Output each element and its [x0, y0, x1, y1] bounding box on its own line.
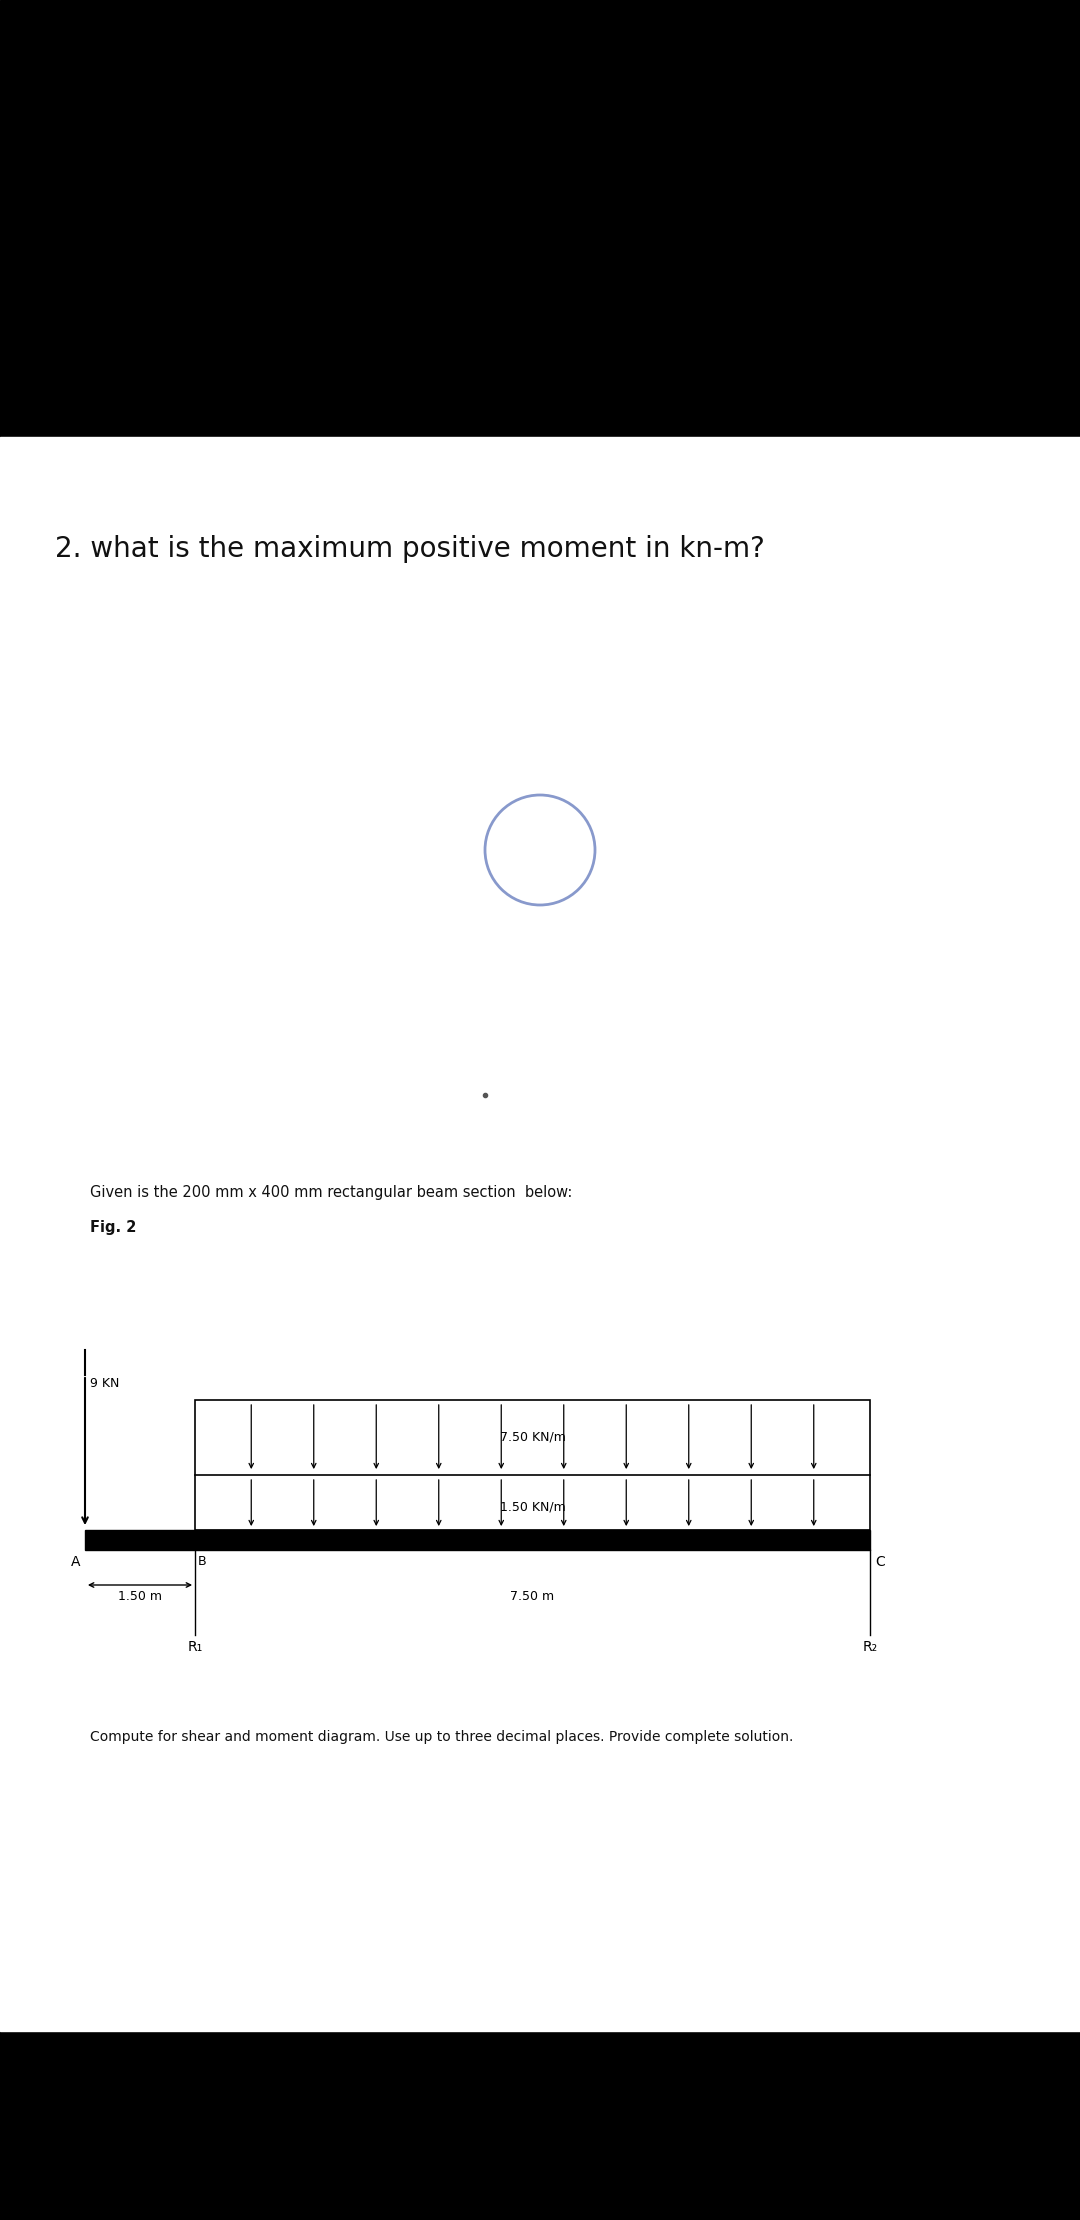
- Text: B: B: [198, 1554, 206, 1567]
- Text: 7.50 m: 7.50 m: [511, 1590, 554, 1603]
- Text: 1.50 KN/m: 1.50 KN/m: [500, 1501, 565, 1514]
- Text: C: C: [875, 1554, 885, 1570]
- Bar: [0, 0, 1080, 437]
- Text: R₂: R₂: [863, 1641, 878, 1654]
- Text: Fig. 2: Fig. 2: [90, 1221, 136, 1234]
- Text: Given is the 200 mm x 400 mm rectangular beam section  below:: Given is the 200 mm x 400 mm rectangular…: [90, 1185, 572, 1201]
- Text: Compute for shear and moment diagram. Use up to three decimal places. Provide co: Compute for shear and moment diagram. Us…: [90, 1729, 794, 1745]
- Bar: [85, 1530, 870, 1550]
- Text: A: A: [70, 1554, 80, 1570]
- Text: 7.50 KN/m: 7.50 KN/m: [500, 1432, 566, 1443]
- Text: 1.50 m: 1.50 m: [118, 1590, 162, 1603]
- Bar: [195, 1401, 870, 1530]
- Text: R₁: R₁: [187, 1641, 203, 1654]
- Bar: [0, 437, 1080, 2031]
- Text: 2. what is the maximum positive moment in kn-m?: 2. what is the maximum positive moment i…: [55, 535, 765, 564]
- Bar: [0, 2031, 1080, 2220]
- Text: 9 KN: 9 KN: [90, 1376, 120, 1390]
